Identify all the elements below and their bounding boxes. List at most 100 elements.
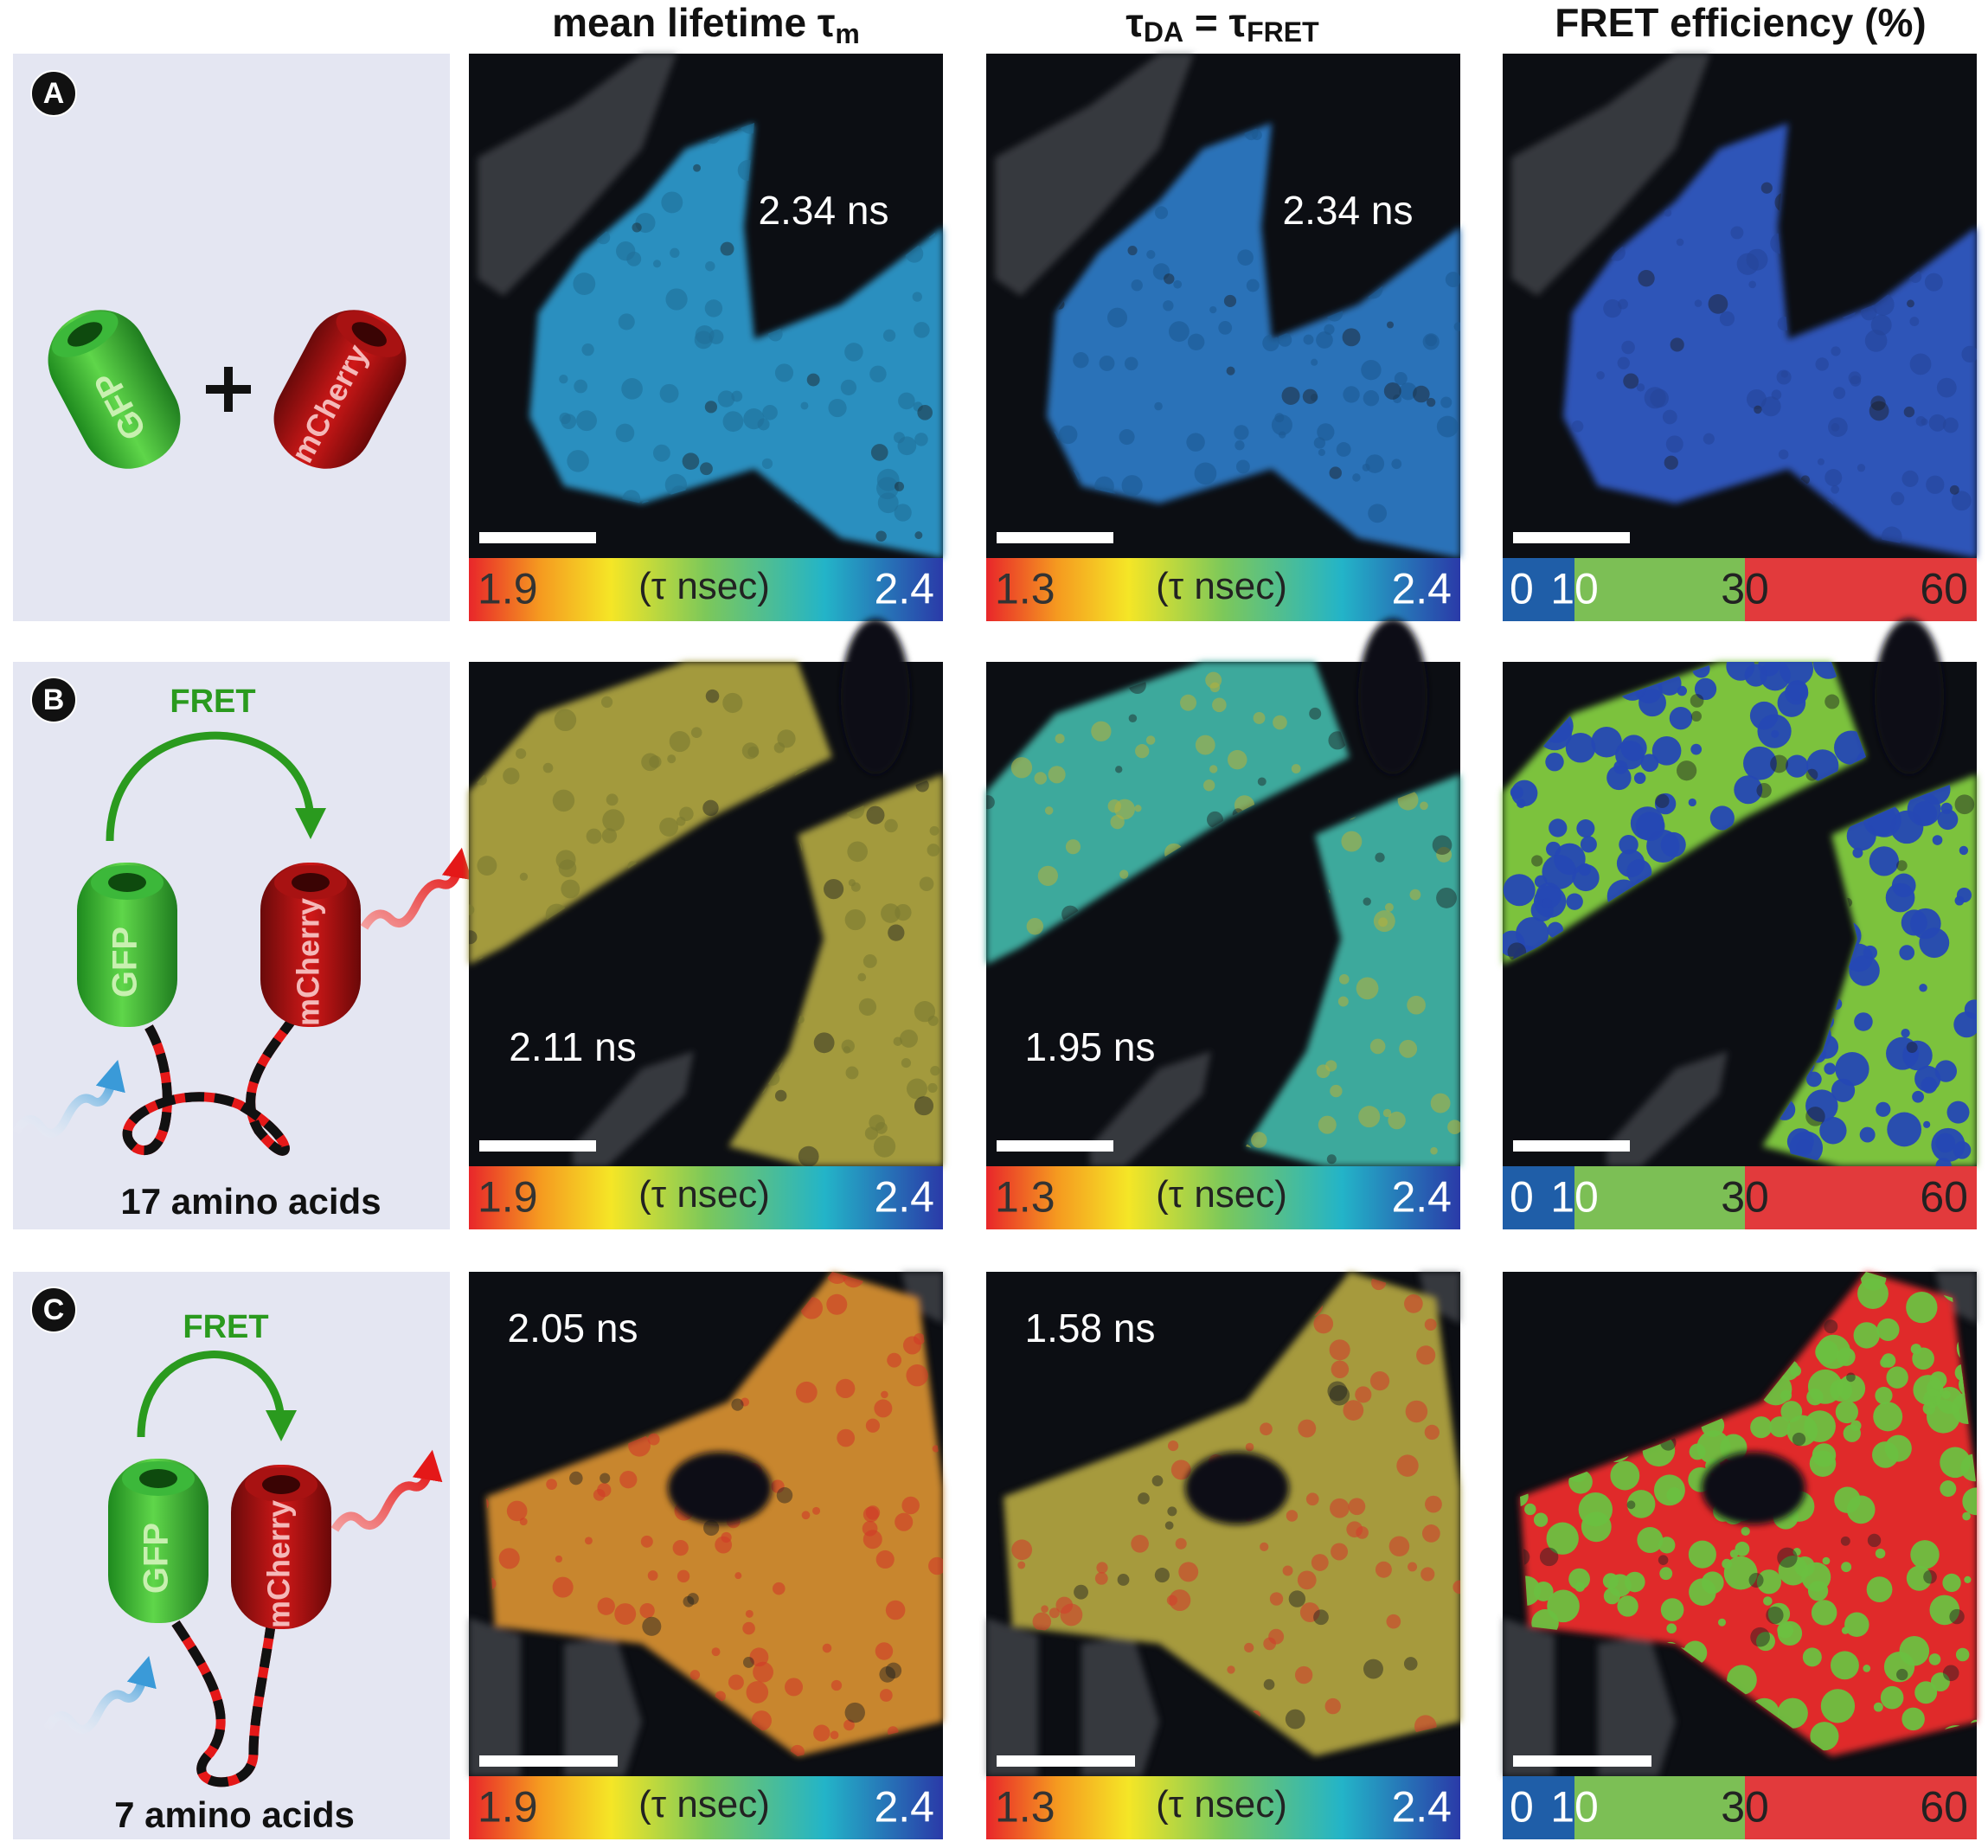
texture-speck xyxy=(1425,1495,1442,1513)
texture-speck xyxy=(1032,1612,1052,1632)
texture-speck xyxy=(1311,358,1318,366)
texture-speck xyxy=(1846,1495,1876,1524)
texture-speck xyxy=(1875,1386,1893,1405)
texture-speck xyxy=(1909,353,1932,375)
texture-speck xyxy=(1666,1623,1677,1634)
texture-speck xyxy=(618,313,635,330)
vesicle xyxy=(1326,1154,1337,1165)
texture-speck xyxy=(1907,792,1941,826)
scale-bar xyxy=(1513,1755,1651,1767)
texture-speck xyxy=(1260,1542,1269,1552)
texture-speck xyxy=(858,998,877,1016)
texture-speck xyxy=(1833,387,1846,400)
vesicle xyxy=(1805,1107,1825,1126)
texture-speck xyxy=(552,789,575,812)
texture-speck xyxy=(753,1661,773,1683)
texture-speck xyxy=(1689,1578,1716,1606)
texture-speck xyxy=(826,1293,848,1315)
texture-speck xyxy=(1369,1371,1390,1391)
texture-speck xyxy=(1330,1498,1350,1518)
vesicle xyxy=(1383,382,1401,400)
protein-barrel: GFP xyxy=(108,1459,208,1623)
texture-speck xyxy=(1361,359,1382,381)
header-subscript: m xyxy=(835,18,859,49)
background-cell xyxy=(1503,1618,1555,1776)
panel-letter: B xyxy=(43,683,65,716)
texture-speck xyxy=(1262,334,1279,352)
texture-speck xyxy=(1329,1339,1350,1361)
excitation-wave xyxy=(10,1060,125,1138)
vesicle xyxy=(720,241,734,256)
texture-speck xyxy=(1037,865,1058,886)
vesicle xyxy=(1263,1678,1275,1691)
cell xyxy=(986,662,1350,965)
vesicle xyxy=(1670,337,1684,352)
vesicle xyxy=(824,879,844,900)
texture-speck xyxy=(1857,1278,1889,1310)
vesicle xyxy=(875,530,887,542)
texture-speck xyxy=(1096,1562,1108,1574)
scale-bar xyxy=(479,532,596,543)
texture-speck xyxy=(1369,1038,1386,1055)
texture-speck xyxy=(742,1621,755,1635)
vesicle xyxy=(742,1657,754,1668)
image-panel: 2.11 ns 1.9 (τ nsec) 2.4 xyxy=(469,619,943,1229)
texture-speck xyxy=(1746,248,1768,271)
texture-speck xyxy=(1871,1441,1899,1468)
cell xyxy=(469,662,832,965)
texture-speck xyxy=(1269,1592,1284,1606)
panel-letter: A xyxy=(43,77,65,110)
texture-speck xyxy=(1346,1521,1363,1538)
texture-speck xyxy=(1669,706,1693,730)
texture-speck xyxy=(1901,1707,1925,1731)
texture-speck xyxy=(837,1428,856,1447)
colorbar-unit: (τ nsec) xyxy=(638,565,770,607)
texture-speck xyxy=(1167,1440,1179,1452)
texture-speck xyxy=(1135,743,1150,759)
vesicle xyxy=(1164,273,1175,285)
texture-speck xyxy=(1620,735,1647,761)
texture-speck xyxy=(1744,664,1767,687)
colorbar xyxy=(469,1776,943,1839)
texture-speck xyxy=(906,1078,928,1100)
vesicle xyxy=(870,444,888,461)
vesicle xyxy=(844,1702,865,1723)
texture-speck xyxy=(1510,786,1523,799)
texture-speck xyxy=(1689,1443,1706,1460)
vesicle xyxy=(1302,388,1318,404)
texture-speck xyxy=(1610,1460,1640,1491)
texture-speck xyxy=(1228,749,1247,770)
texture-speck xyxy=(1163,300,1174,311)
texture-speck xyxy=(830,1730,839,1740)
texture-speck xyxy=(503,767,520,785)
cell xyxy=(529,123,943,558)
texture-speck xyxy=(1325,1060,1337,1072)
texture-speck xyxy=(1430,1093,1451,1113)
nucleus-hole xyxy=(841,619,910,774)
texture-speck xyxy=(1386,1614,1401,1629)
colorbar-tick: 10 xyxy=(1550,1783,1599,1832)
texture-speck xyxy=(1618,298,1628,310)
plus-sign xyxy=(206,367,251,412)
vesicle xyxy=(1923,1569,1937,1584)
texture-speck xyxy=(1955,1647,1970,1662)
texture-speck xyxy=(906,1364,928,1387)
texture-speck xyxy=(1408,1562,1418,1572)
colorbar-min: 1.3 xyxy=(995,1173,1055,1222)
texture-speck xyxy=(751,1710,772,1731)
texture-speck xyxy=(669,730,690,753)
texture-speck xyxy=(652,260,662,268)
texture-speck xyxy=(927,1015,939,1026)
texture-speck xyxy=(1748,280,1756,289)
texture-speck xyxy=(1503,874,1536,907)
texture-speck xyxy=(1317,423,1335,441)
vesicle xyxy=(914,531,923,540)
vesicle xyxy=(1626,1500,1636,1510)
texture-speck xyxy=(1777,1697,1808,1729)
emission-wave xyxy=(360,847,472,930)
vesicle xyxy=(693,164,701,172)
texture-speck xyxy=(894,504,912,522)
vesicle xyxy=(1805,768,1818,781)
vesicle xyxy=(1151,1475,1164,1487)
texture-speck xyxy=(670,247,680,259)
